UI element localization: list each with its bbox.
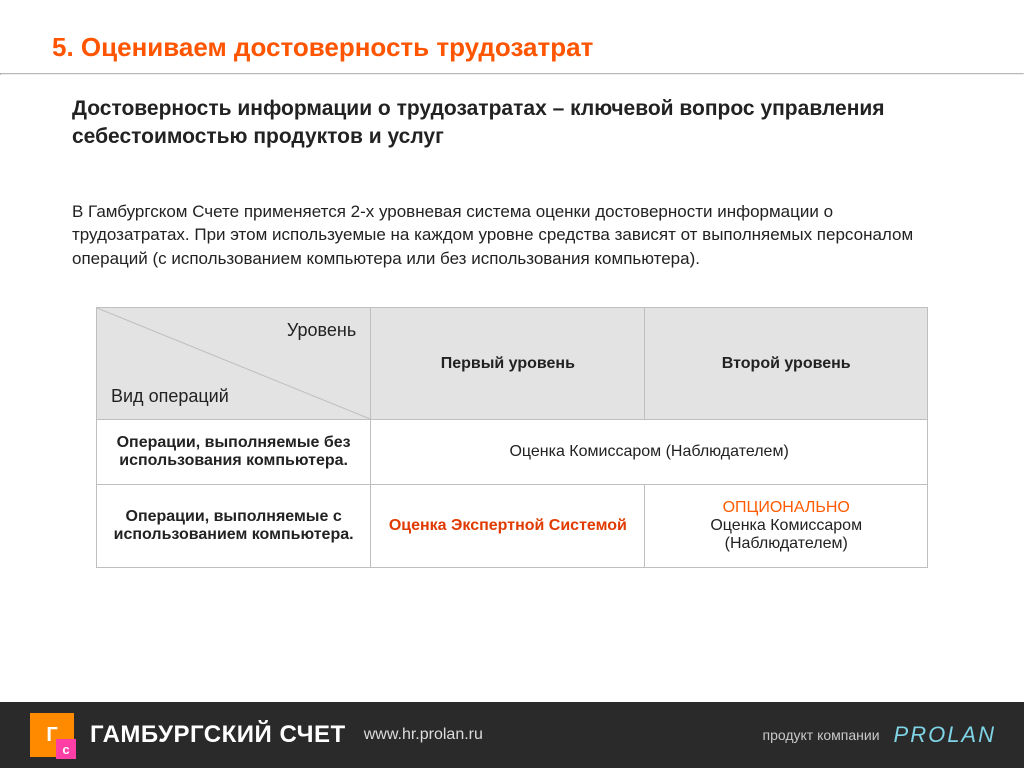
row2-cell1: Оценка Экспертной Системой xyxy=(371,485,645,568)
col-header-1: Первый уровень xyxy=(371,308,645,420)
logo-letter-s: с xyxy=(62,742,69,757)
row1-header: Операции, выполняемые без использования … xyxy=(97,420,371,485)
row2-cell2-top: ОПЦИОНАЛЬНО xyxy=(655,499,917,517)
slide-body: В Гамбургском Счете применяется 2-х уров… xyxy=(0,152,1024,271)
brand-name: ГАМБУРГСКИЙ СЧЕТ xyxy=(90,721,346,749)
product-of-label: продукт компании xyxy=(762,727,879,743)
row1-merged-cell: Оценка Комиссаром (Наблюдателем) xyxy=(371,420,928,485)
slide-subtitle: Достоверность информации о трудозатратах… xyxy=(0,75,1024,152)
logo-icon: Г с xyxy=(30,713,74,757)
diag-label-level: Уровень xyxy=(287,320,356,341)
footer-url: www.hr.prolan.ru xyxy=(364,726,483,744)
diag-label-optype: Вид операций xyxy=(111,386,229,407)
footer-right: продукт компании PROLAN xyxy=(762,722,996,748)
diagonal-header-cell: Уровень Вид операций xyxy=(97,308,371,420)
row2-header: Операции, выполняемые с использованием к… xyxy=(97,485,371,568)
footer-bar: Г с ГАМБУРГСКИЙ СЧЕТ www.hr.prolan.ru пр… xyxy=(0,702,1024,768)
logo-pink-square: с xyxy=(56,739,76,759)
levels-table: Уровень Вид операций Первый уровень Втор… xyxy=(96,307,928,568)
row2-cell2-bot: Оценка Комиссаром (Наблюдателем) xyxy=(655,517,917,553)
table-container: Уровень Вид операций Первый уровень Втор… xyxy=(0,271,1024,568)
row2-cell2: ОПЦИОНАЛЬНО Оценка Комиссаром (Наблюдате… xyxy=(645,485,928,568)
col-header-2: Второй уровень xyxy=(645,308,928,420)
prolan-logo: PROLAN xyxy=(894,722,996,748)
slide-title: 5. Оцениваем достоверность трудозатрат xyxy=(0,0,1024,73)
